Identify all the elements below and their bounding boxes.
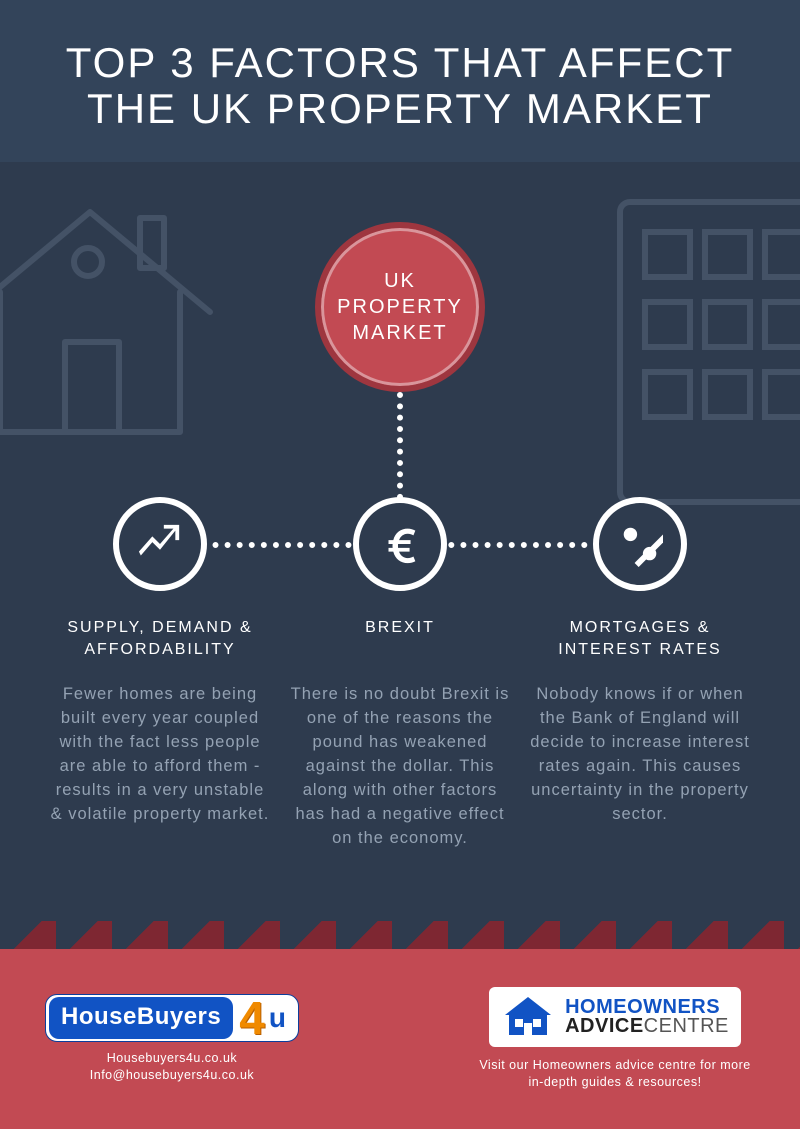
title-line-2: THE UK PROPERTY MARKET [87, 85, 713, 132]
center-label-3: MARKET [352, 322, 447, 344]
footer-left: HouseBuyers 4 u Housebuyers4u.co.uk Info… [45, 994, 299, 1084]
factors-row: SUPPLY, DEMAND & AFFORDABILITY Fewer hom… [0, 497, 800, 850]
percent-icon [593, 497, 687, 591]
header-band: TOP 3 FACTORS THAT AFFECT THE UK PROPERT… [0, 0, 800, 162]
advice-house-icon [501, 995, 555, 1039]
euro-icon [353, 497, 447, 591]
logo-four: 4 [233, 1000, 269, 1037]
footer-url: Housebuyers4u.co.uk [107, 1051, 237, 1065]
logo-buyers: Buyers [137, 1003, 221, 1030]
footer-advice-sub: Visit our Homeowners advice centre for m… [475, 1057, 755, 1091]
factor-title: MORTGAGES & INTEREST RATES [530, 617, 750, 661]
footer-contact: Housebuyers4u.co.uk Info@housebuyers4u.c… [90, 1050, 254, 1084]
center-label-2: PROPERTY [337, 296, 463, 318]
page-title: TOP 3 FACTORS THAT AFFECT THE UK PROPERT… [60, 40, 740, 132]
factor-supply-demand: SUPPLY, DEMAND & AFFORDABILITY Fewer hom… [50, 497, 270, 850]
house-outline-icon [0, 182, 220, 442]
footer-right: HOMEOWNERS ADVICECENTRE Visit our Homeow… [475, 987, 755, 1091]
factor-desc: There is no doubt Brexit is one of the r… [290, 683, 510, 850]
center-topic-label: UK PROPERTY MARKET [337, 268, 463, 346]
homeowners-advice-logo: HOMEOWNERS ADVICECENTRE [489, 987, 741, 1047]
infographic-page: TOP 3 FACTORS THAT AFFECT THE UK PROPERT… [0, 0, 800, 1129]
factor-mortgages: MORTGAGES & INTEREST RATES Nobody knows … [530, 497, 750, 850]
advice-line2-bold: ADVICE [565, 1015, 644, 1037]
logo-word-blue: HouseBuyers [49, 997, 233, 1039]
advice-logo-text: HOMEOWNERS ADVICECENTRE [565, 998, 729, 1036]
factor-title: SUPPLY, DEMAND & AFFORDABILITY [50, 617, 270, 661]
factor-title: BREXIT [365, 617, 435, 661]
factor-desc: Fewer homes are being built every year c… [50, 683, 270, 827]
housebuyers4u-logo: HouseBuyers 4 u [45, 994, 299, 1042]
center-topic-circle: UK PROPERTY MARKET [315, 222, 485, 392]
advice-line2: ADVICECENTRE [565, 1017, 729, 1036]
factor-desc: Nobody knows if or when the Bank of Engl… [530, 683, 750, 827]
footer-email: Info@housebuyers4u.co.uk [90, 1068, 254, 1082]
factor-brexit: BREXIT There is no doubt Brexit is one o… [290, 497, 510, 850]
connector-vertical [397, 392, 403, 500]
building-outline-icon [610, 192, 800, 512]
trend-up-icon [113, 497, 207, 591]
logo-u: u [269, 1002, 296, 1034]
footer-band: HouseBuyers 4 u Housebuyers4u.co.uk Info… [0, 949, 800, 1129]
main-area: UK PROPERTY MARKET SUPPLY, DEMAND & AFFO… [0, 162, 800, 949]
title-line-1: TOP 3 FACTORS THAT AFFECT [66, 39, 734, 86]
logo-house: House [61, 1003, 137, 1030]
center-label-1: UK [384, 270, 416, 292]
advice-line2-thin: CENTRE [644, 1015, 729, 1037]
